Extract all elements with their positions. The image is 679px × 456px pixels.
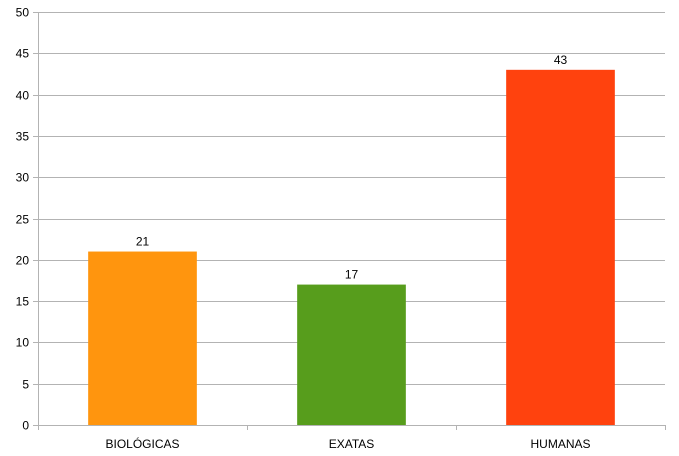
y-tick-label: 5: [22, 378, 29, 392]
data-label: 17: [345, 268, 359, 282]
x-axis-labels: BIOLÓGICAS EXATAS HUMANAS: [105, 436, 590, 451]
x-tick-label: EXATAS: [329, 437, 375, 451]
bar-biológicas: [88, 251, 197, 425]
y-tick-label: 15: [16, 295, 30, 309]
y-tick-label: 40: [16, 89, 30, 103]
bar-exatas: [297, 284, 406, 425]
x-tick-label: HUMANAS: [530, 437, 590, 451]
data-label: 43: [554, 53, 568, 67]
y-tick-label: 10: [16, 336, 30, 350]
y-tick-label: 30: [16, 171, 30, 185]
y-tick-label: 35: [16, 130, 30, 144]
y-tick-label: 25: [16, 213, 30, 227]
bars: [88, 69, 615, 425]
data-labels: 21 17 43: [136, 53, 568, 282]
y-axis-ticks: 0 5 10 15 20 25 30 35 40 45 50: [16, 6, 38, 433]
y-tick-label: 50: [16, 6, 30, 20]
axes: [33, 12, 666, 430]
data-label: 21: [136, 235, 150, 249]
y-tick-label: 20: [16, 254, 30, 268]
y-tick-label: 0: [22, 419, 29, 433]
x-tick-label: BIOLÓGICAS: [105, 436, 179, 451]
y-tick-label: 45: [16, 47, 30, 61]
bar-humanas: [506, 69, 615, 425]
